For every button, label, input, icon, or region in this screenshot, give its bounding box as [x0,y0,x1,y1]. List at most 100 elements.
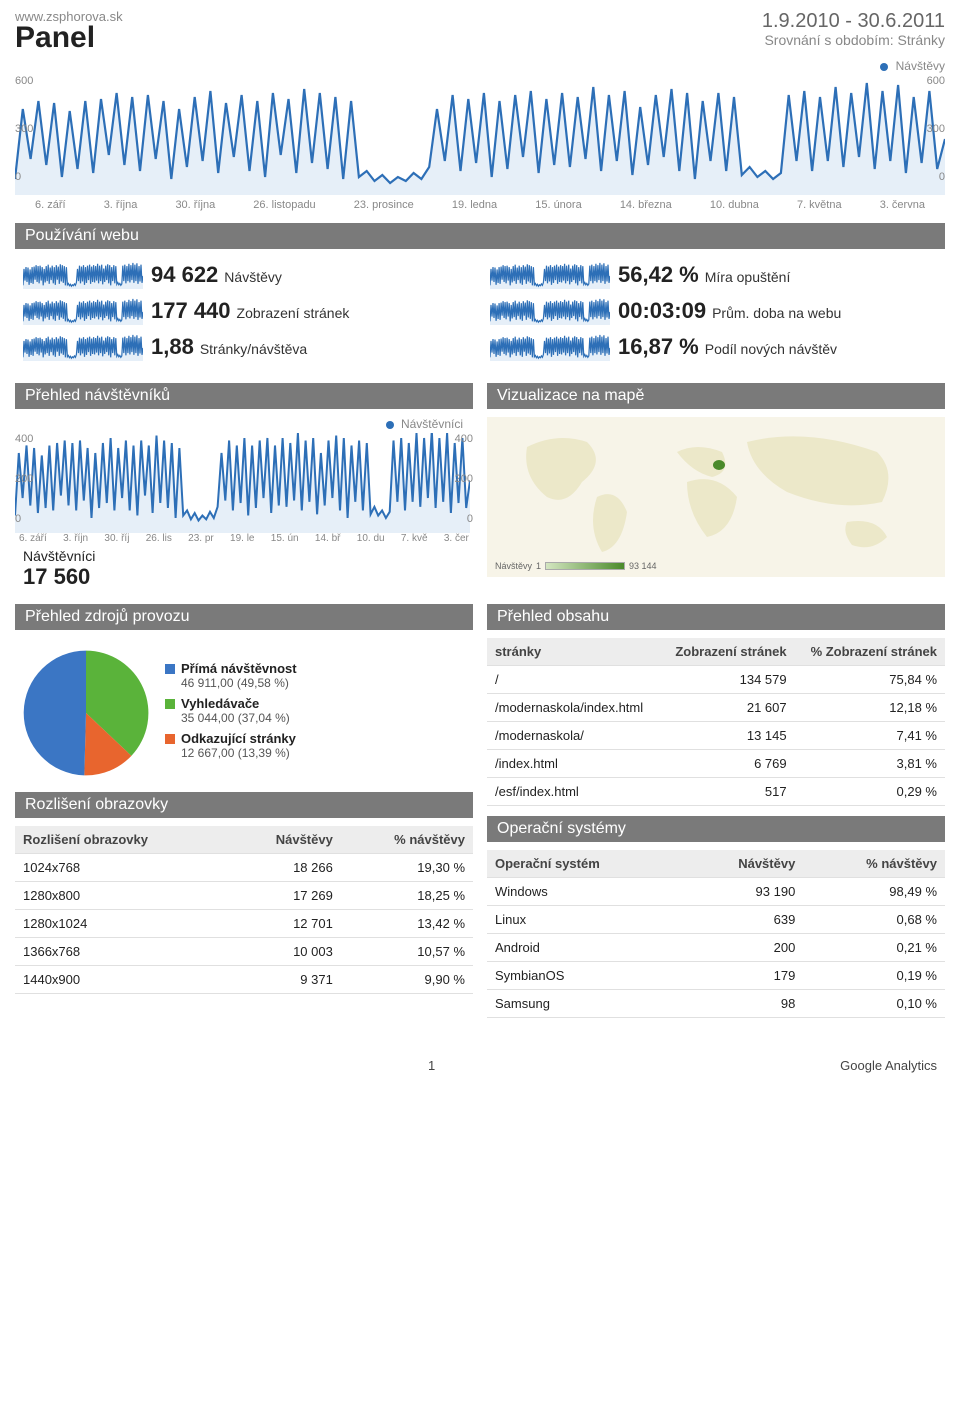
metrics-grid: 94 622Návštěvy 56,42 %Míra opuštění 177 44… [15,257,945,365]
x-tick: 23. pr [188,533,214,544]
y-tick: 0 [15,513,21,525]
table-cell: /modernaskola/ [487,722,660,750]
pie-legend-label: Přímá návštěvnost [181,661,297,676]
pie-slice [24,651,86,776]
x-tick: 26. listopadu [253,199,315,211]
table-cell: /index.html [487,750,660,778]
y-tick: 0 [467,513,473,525]
table-cell: 98,49 % [803,878,945,906]
table-cell: 3,81 % [795,750,945,778]
sparkline-icon [23,297,143,325]
table-header: Návštěvy [684,850,803,878]
table-cell: 17 269 [230,882,341,910]
x-tick: 15. února [535,199,581,211]
main-chart-x-ticks: 6. září3. října30. října26. listopadu23.… [35,199,925,211]
metric-text: 00:03:09 Prům. doba na webu [618,298,841,324]
x-tick: 26. lis [146,533,172,544]
header-right: 1.9.2010 - 30.6.2011 Srovnání s obdobím:… [762,10,945,48]
map-legend-max: 93 144 [629,561,657,571]
pie-row: Přímá návštěvnost46 911,00 (49,58 %) Vyhl… [15,638,473,792]
table-cell: 134 579 [660,666,794,694]
pie-legend: Přímá návštěvnost46 911,00 (49,58 %) Vyhl… [165,661,297,766]
visitors-panel: Přehled návštěvníků Návštěvníci 400 200 … [15,383,473,590]
table-row: 1440x9009 3719,90 % [15,966,473,994]
pie-legend-item: Přímá návštěvnost46 911,00 (49,58 %) [165,661,297,690]
sparkline-icon [23,261,143,289]
table-cell: 12,18 % [795,694,945,722]
table-cell: 10,57 % [341,938,473,966]
table-cell: SymbianOS [487,962,684,990]
legend-dot-icon [386,421,394,429]
os-table: Operační systémNávštěvy% návštěvyWindows… [487,850,945,1018]
table-row: /index.html6 7693,81 % [487,750,945,778]
table-row: 1280x102412 70113,42 % [15,910,473,938]
map-box: Návštěvy 1 93 144 [487,417,945,577]
map-legend: Návštěvy 1 93 144 [495,561,657,571]
table-header: % návštěvy [803,850,945,878]
table-row: Windows93 19098,49 % [487,878,945,906]
x-tick: 6. září [19,533,47,544]
metric: 177 440 Zobrazení stránek [23,297,470,325]
metric-label: Podíl nových návštěv [705,341,837,357]
footer-brand: Google Analytics [840,1058,937,1073]
visitors-value: 17 560 [15,564,473,590]
table-header: % Zobrazení stránek [795,638,945,666]
metric-value: 177 440 [151,298,231,323]
visitors-legend: Návštěvníci [15,417,463,431]
metric-label: Zobrazení stránek [237,305,350,321]
legend-label: Návštěvy [896,59,945,73]
page-title: Panel [15,23,123,53]
table-row: 1366x76810 00310,57 % [15,938,473,966]
table-cell: 0,19 % [803,962,945,990]
page-header: www.zsphorova.sk Panel 1.9.2010 - 30.6.2… [15,10,945,53]
table-header: Návštěvy [230,826,341,854]
table-row: /modernaskola/index.html21 60712,18 % [487,694,945,722]
section-visitors: Přehled návštěvníků [15,383,473,409]
content-table: stránkyZobrazení stránek% Zobrazení strá… [487,638,945,806]
table-header: stránky [487,638,660,666]
table-header: Rozlišení obrazovky [15,826,230,854]
y-tick: 300 [15,123,33,135]
legend-dot-icon [880,63,888,71]
metric-text: 94 622Návštěvy [151,262,282,288]
visitors-chart-svg [15,433,470,533]
screen-res-table: Rozlišení obrazovkyNávštěvy% návštěvy102… [15,826,473,994]
legend-label: Návštěvníci [401,417,463,431]
color-swatch-icon [165,734,175,744]
y-tick: 600 [15,75,33,87]
metric-value: 56,42 % [618,262,699,287]
metric: 16,87 %Podíl nových návštěv [490,333,937,361]
section-usage: Používání webu [15,223,945,249]
pie-legend-item: Vyhledávače35 044,00 (37,04 %) [165,696,297,725]
pie-legend-label: Odkazující stránky [181,731,296,746]
table-cell: 75,84 % [795,666,945,694]
x-tick: 10. du [357,533,385,544]
table-cell: 13,42 % [341,910,473,938]
table-cell: 13 145 [660,722,794,750]
table-cell: 639 [684,906,803,934]
table-cell: 98 [684,990,803,1018]
x-tick: 7. května [797,199,842,211]
y-tick: 200 [15,473,33,485]
visitors-x-ticks: 6. září3. říjn30. říj26. lis23. pr19. le… [19,533,469,544]
x-tick: 6. září [35,199,66,211]
x-tick: 19. le [230,533,254,544]
y-tick: 0 [15,171,21,183]
table-cell: 1440x900 [15,966,230,994]
pie-legend-sub: 46 911,00 (49,58 %) [181,676,297,690]
metric-text: 177 440 Zobrazení stránek [151,298,349,324]
metric-text: 56,42 %Míra opuštění [618,262,790,288]
table-cell: 1280x1024 [15,910,230,938]
table-row: /modernaskola/13 1457,41 % [487,722,945,750]
pie-chart-svg [21,648,151,778]
metric-value: 00:03:09 [618,298,706,323]
pie-legend-sub: 35 044,00 (37,04 %) [181,711,297,725]
table-cell: Samsung [487,990,684,1018]
x-tick: 30. říj [104,533,129,544]
table-cell: 1024x768 [15,854,230,882]
table-cell: /modernaskola/index.html [487,694,660,722]
x-tick: 3. října [104,199,138,211]
x-tick: 30. října [175,199,215,211]
metric-label: Prům. doba na webu [712,305,841,321]
table-cell: 18 266 [230,854,341,882]
